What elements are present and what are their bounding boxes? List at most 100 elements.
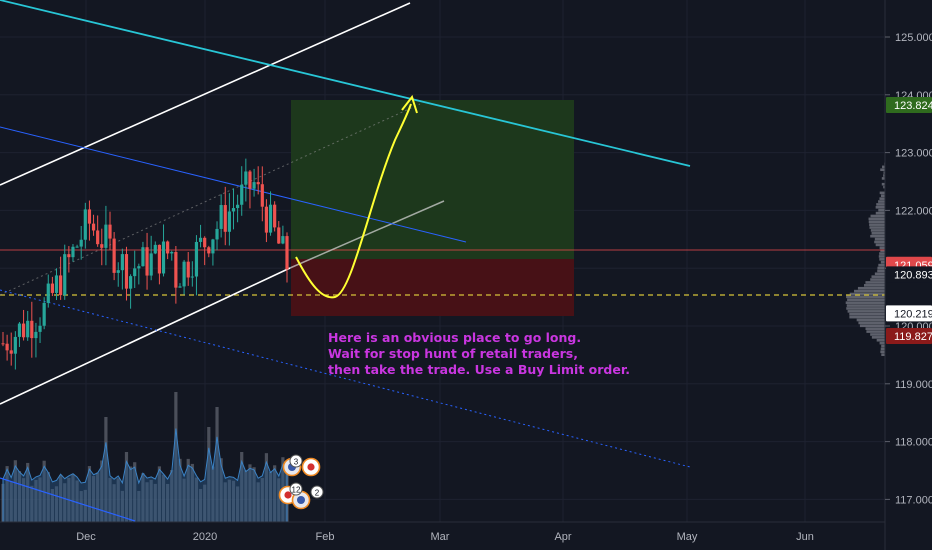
volume-profile-bar xyxy=(870,278,885,281)
candle-body xyxy=(260,184,264,207)
volume-profile-bar xyxy=(881,177,885,180)
volume-profile-bar xyxy=(878,200,885,203)
volume-profile-bar xyxy=(866,330,885,333)
candle-body xyxy=(174,252,178,288)
candle-body xyxy=(100,244,104,248)
volume-profile-bar xyxy=(870,333,885,336)
candle-body xyxy=(104,224,108,248)
candle-body xyxy=(145,247,149,276)
volume-profile-bar xyxy=(881,353,885,356)
volume-bar xyxy=(128,466,133,522)
flag-icon xyxy=(307,463,315,471)
price-tick-label: 122.000 xyxy=(895,205,932,217)
candle-body xyxy=(141,247,145,267)
event-count-badge[interactable] xyxy=(310,485,324,499)
volume-bar xyxy=(182,478,186,522)
blue-channel-line[interactable] xyxy=(0,126,467,243)
volume-bar xyxy=(207,427,211,522)
volume-ma-area xyxy=(2,428,288,522)
volume-profile-bar xyxy=(849,312,885,316)
event-count-badge[interactable] xyxy=(289,482,303,496)
volume-bar xyxy=(100,460,104,522)
volume-bar xyxy=(108,477,112,522)
volume-bar xyxy=(71,474,75,522)
candle-body xyxy=(252,182,256,189)
candle-body xyxy=(236,204,240,209)
flag-icon xyxy=(297,496,305,504)
candle-body xyxy=(194,241,199,277)
volume-bar xyxy=(87,466,92,522)
volume-bar xyxy=(264,453,269,522)
volume-profile-bar xyxy=(868,220,885,224)
volume-bar xyxy=(256,482,260,522)
volume-bar xyxy=(59,475,63,522)
volume-profile-bar xyxy=(882,165,885,169)
volume-profile-bar xyxy=(859,324,885,328)
volume-bar xyxy=(116,478,120,522)
volume-bar xyxy=(9,481,13,522)
candle-body xyxy=(240,184,244,205)
candle-body xyxy=(137,266,141,269)
price-tick-label: 117.000 xyxy=(895,494,932,506)
channel-lower-extension xyxy=(289,200,445,269)
event-count-badge[interactable] xyxy=(289,454,303,468)
candle-body xyxy=(46,283,50,303)
volume-bar xyxy=(236,486,240,522)
candle-body xyxy=(166,241,170,254)
trade-note[interactable]: Here is an obvious place to go long. Wai… xyxy=(328,330,688,378)
candle-body xyxy=(182,261,186,287)
volume-bar xyxy=(252,467,256,522)
candle-body xyxy=(124,254,129,289)
volume-profile-bar xyxy=(880,194,885,198)
event-badges[interactable]: 3 12 2 xyxy=(278,454,324,510)
volume-bar xyxy=(38,477,42,522)
candle-body xyxy=(170,252,174,254)
volume-profile-bar xyxy=(849,292,885,296)
candlesticks xyxy=(1,158,289,370)
candle-body xyxy=(67,254,71,258)
volume-profile-bar xyxy=(876,203,885,206)
candle-body xyxy=(75,246,79,248)
volume-bars xyxy=(1,392,289,522)
volume-profile-bar xyxy=(879,341,885,345)
stop-price-label: 119.827 xyxy=(886,327,932,344)
volume-profile-bar xyxy=(880,168,885,172)
volume-profile-bar xyxy=(881,344,885,348)
volume-bar xyxy=(34,479,38,522)
volume-bar xyxy=(244,470,248,522)
loss-zone[interactable] xyxy=(291,259,574,316)
candle-body xyxy=(153,244,157,254)
blue-channel-lower-dotted xyxy=(0,289,691,468)
candle-body xyxy=(34,331,38,339)
target-price-label: 123.824 xyxy=(886,96,932,113)
candle-body xyxy=(178,286,182,288)
candle-body xyxy=(161,241,166,274)
profit-zone[interactable] xyxy=(291,100,574,259)
volume-bar xyxy=(194,477,199,522)
volume-profile-bar xyxy=(857,286,885,290)
volume-profile xyxy=(845,162,885,356)
channel-lower-line[interactable] xyxy=(0,267,291,405)
volume-bar xyxy=(5,466,9,522)
volume-profile-bar xyxy=(874,237,885,241)
candle-body xyxy=(273,204,277,228)
cyan-trend-line[interactable] xyxy=(0,0,691,167)
projection-curve[interactable] xyxy=(295,103,412,299)
volume-profile-bar xyxy=(877,266,885,270)
candle-body xyxy=(91,223,96,231)
candle-body xyxy=(231,208,236,212)
volume-profile-bar xyxy=(871,336,885,339)
volume-bar xyxy=(120,490,124,522)
price-tick-label: 125.000 xyxy=(895,32,932,44)
volume-profile-bar xyxy=(875,206,885,209)
volume-profile-bar xyxy=(869,226,885,229)
volume-bar xyxy=(137,490,141,522)
candle-body xyxy=(215,228,219,240)
volume-profile-bar xyxy=(874,240,885,244)
channel-upper-line[interactable] xyxy=(0,2,411,186)
time-axis[interactable]: Dec 2020 Feb Mar Apr May Jun xyxy=(76,531,814,543)
candle-body xyxy=(21,323,26,338)
volume-bar xyxy=(26,462,30,522)
volume-bar xyxy=(211,466,215,522)
